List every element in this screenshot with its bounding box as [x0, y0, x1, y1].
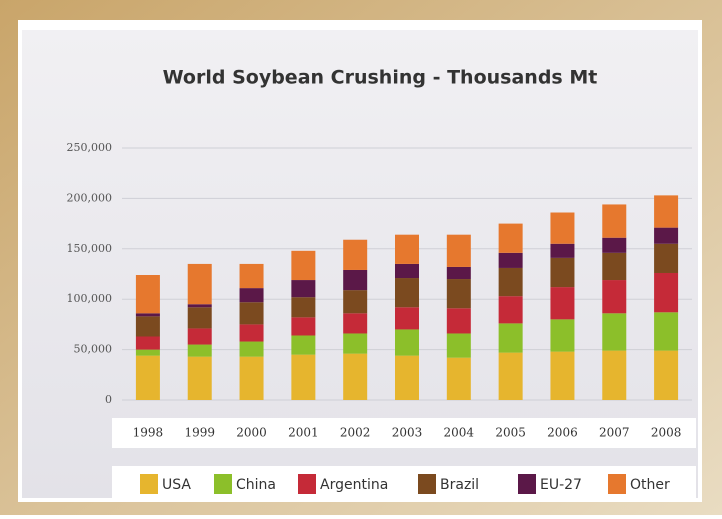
legend-swatch [418, 474, 436, 494]
bar-segment [654, 312, 679, 351]
bar-segment [239, 288, 264, 303]
legend-label: Brazil [440, 477, 479, 493]
bar-segment [187, 356, 212, 400]
legend-swatch [298, 474, 316, 494]
x-tick-label: 1998 [133, 426, 164, 440]
bar-segment [343, 353, 368, 400]
bar-segment [187, 328, 212, 345]
bar-segment [343, 290, 368, 314]
bar-segment [446, 357, 471, 400]
bar-segment [395, 234, 419, 264]
bar-segment [498, 252, 523, 268]
bar-segment [239, 263, 264, 289]
legend-label: China [236, 477, 276, 493]
y-tick-label: 100,000 [67, 292, 113, 305]
bar-segment [187, 307, 212, 329]
bar-segment [187, 263, 212, 305]
x-strip [112, 418, 696, 448]
bar-segment [135, 349, 160, 356]
bar-segment [343, 333, 368, 354]
bar-segment [446, 266, 471, 280]
bar-segment [395, 355, 419, 400]
bar-segment [602, 350, 627, 400]
bar-segment [291, 297, 316, 318]
bar-segment [446, 279, 471, 309]
bar-segment [239, 324, 264, 342]
x-tick-label: 2007 [599, 426, 630, 440]
bar-segment [446, 234, 471, 267]
bar-segment [498, 296, 523, 324]
bar-segment [446, 333, 471, 358]
bar-segment [343, 269, 368, 291]
x-tick-label: 2008 [651, 426, 682, 440]
bar-segment [239, 356, 264, 400]
bar-segment [239, 341, 264, 357]
bar-segment [550, 257, 575, 288]
x-tick-label: 2002 [340, 426, 371, 440]
bar-segment [291, 335, 316, 355]
legend-swatch [140, 474, 158, 494]
bar-segment [654, 243, 679, 273]
bar-segment [343, 313, 368, 334]
bar-segment [498, 323, 523, 353]
bar-segment [602, 237, 627, 253]
y-tick-label: 50,000 [74, 343, 113, 356]
bar-segment [135, 275, 160, 314]
bar-segment [602, 204, 627, 238]
bar-segment [550, 243, 575, 258]
bar-segment [343, 239, 368, 270]
bar-segment [654, 350, 679, 400]
legend-label: USA [162, 477, 191, 493]
legend-swatch [608, 474, 626, 494]
bar-segment [395, 263, 419, 279]
bar-segment [135, 336, 160, 350]
bar-segment [135, 355, 160, 400]
bar-segment [291, 250, 316, 281]
legend-swatch [214, 474, 232, 494]
x-tick-label: 2005 [495, 426, 526, 440]
x-tick-label: 2003 [392, 426, 423, 440]
y-tick-label: 150,000 [67, 242, 113, 255]
legend-label: Other [630, 477, 670, 493]
bar-segment [654, 272, 679, 313]
x-tick-label: 2006 [547, 426, 578, 440]
legend-swatch [518, 474, 536, 494]
bar-segment [187, 344, 212, 357]
bar-segment [602, 313, 627, 351]
x-tick-label: 2001 [288, 426, 319, 440]
x-tick-label: 2000 [236, 426, 267, 440]
y-tick-label: 200,000 [67, 191, 113, 204]
bar-segment [550, 351, 575, 400]
bar-segment [654, 227, 679, 244]
x-tick-label: 1999 [184, 426, 215, 440]
bar-segment [550, 212, 575, 244]
bar-segment [602, 252, 627, 281]
bar-segment [498, 223, 523, 253]
bar-segment [446, 308, 471, 334]
bar-segment [550, 287, 575, 320]
bar-segment [498, 267, 523, 297]
y-tick-label: 0 [105, 393, 112, 406]
bar-segment [395, 307, 419, 330]
legend-label: EU-27 [540, 477, 582, 493]
bar-segment [654, 195, 679, 228]
bar-segment [135, 316, 160, 337]
bar-segment [395, 329, 419, 356]
bar-segment [498, 352, 523, 400]
bar-segment [291, 317, 316, 336]
chart-title: World Soybean Crushing - Thousands Mt [163, 67, 598, 89]
bar-segment [187, 304, 212, 308]
bar-segment [395, 278, 419, 308]
bar-segment [135, 313, 160, 317]
bar-segment [291, 354, 316, 400]
y-tick-label: 250,000 [67, 141, 113, 154]
bar-segment [602, 280, 627, 314]
bar-segment [550, 319, 575, 352]
bar-segment [291, 280, 316, 298]
legend-strip [112, 466, 696, 502]
legend-label: Argentina [320, 477, 388, 493]
bar-segment [239, 302, 264, 325]
x-tick-label: 2004 [444, 426, 475, 440]
